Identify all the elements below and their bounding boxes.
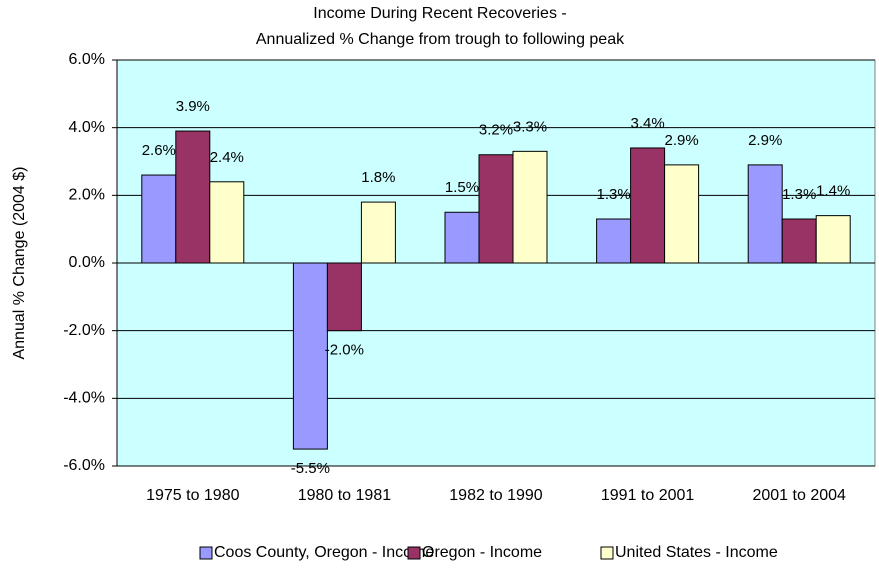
bar <box>141 174 177 264</box>
y-tick-label: -2.0% <box>63 322 105 339</box>
legend-label: Oregon - Income <box>422 544 542 561</box>
value-label: 3.9% <box>176 98 210 115</box>
legend-swatch <box>600 546 614 560</box>
y-tick-label: -4.0% <box>63 390 105 407</box>
value-label: 2.4% <box>210 149 244 166</box>
x-tick-label: 1980 to 1981 <box>298 487 392 504</box>
value-label: 1.8% <box>361 169 395 186</box>
y-tick-label: 6.0% <box>69 51 105 68</box>
y-tick-label: -6.0% <box>63 457 105 474</box>
y-tick-label: 0.0% <box>69 254 105 271</box>
bar <box>360 201 396 264</box>
value-label: 2.6% <box>142 142 176 159</box>
bar <box>596 218 632 264</box>
value-label: 1.5% <box>445 179 479 196</box>
legend-label: Coos County, Oregon - Income <box>214 544 434 561</box>
value-label: -5.5% <box>291 460 330 477</box>
y-tick-label: 4.0% <box>69 119 105 136</box>
x-tick-label: 1991 to 2001 <box>601 487 695 504</box>
x-tick-label: 1982 to 1990 <box>449 487 543 504</box>
value-label: 3.2% <box>479 122 513 139</box>
bar <box>781 218 817 264</box>
bar <box>209 181 245 264</box>
bar <box>478 154 514 264</box>
bar <box>326 262 362 332</box>
bar <box>815 215 851 264</box>
value-label: 2.9% <box>664 132 698 149</box>
bar <box>664 164 700 264</box>
legend-label: United States - Income <box>615 544 778 561</box>
value-label: -2.0% <box>325 342 364 359</box>
value-label: 1.4% <box>816 183 850 200</box>
value-label: 2.9% <box>748 132 782 149</box>
bar <box>444 211 480 264</box>
legend-swatch <box>199 546 213 560</box>
x-tick-label: 1975 to 1980 <box>146 487 240 504</box>
bar <box>512 150 548 264</box>
x-tick-label: 2001 to 2004 <box>752 487 846 504</box>
value-label: 3.4% <box>630 115 664 132</box>
chart-title: Income During Recent Recoveries - <box>313 5 566 22</box>
bar <box>747 164 783 264</box>
bar <box>630 147 666 264</box>
bar <box>292 262 328 450</box>
legend-swatch <box>407 546 421 560</box>
value-label: 3.3% <box>513 118 547 135</box>
y-tick-label: 2.0% <box>69 187 105 204</box>
chart-subtitle: Annualized % Change from trough to follo… <box>256 31 625 48</box>
value-label: 1.3% <box>596 186 630 203</box>
value-label: 1.3% <box>782 186 816 203</box>
y-axis-label: Annual % Change (2004 $) <box>11 166 28 359</box>
bar <box>175 130 211 264</box>
